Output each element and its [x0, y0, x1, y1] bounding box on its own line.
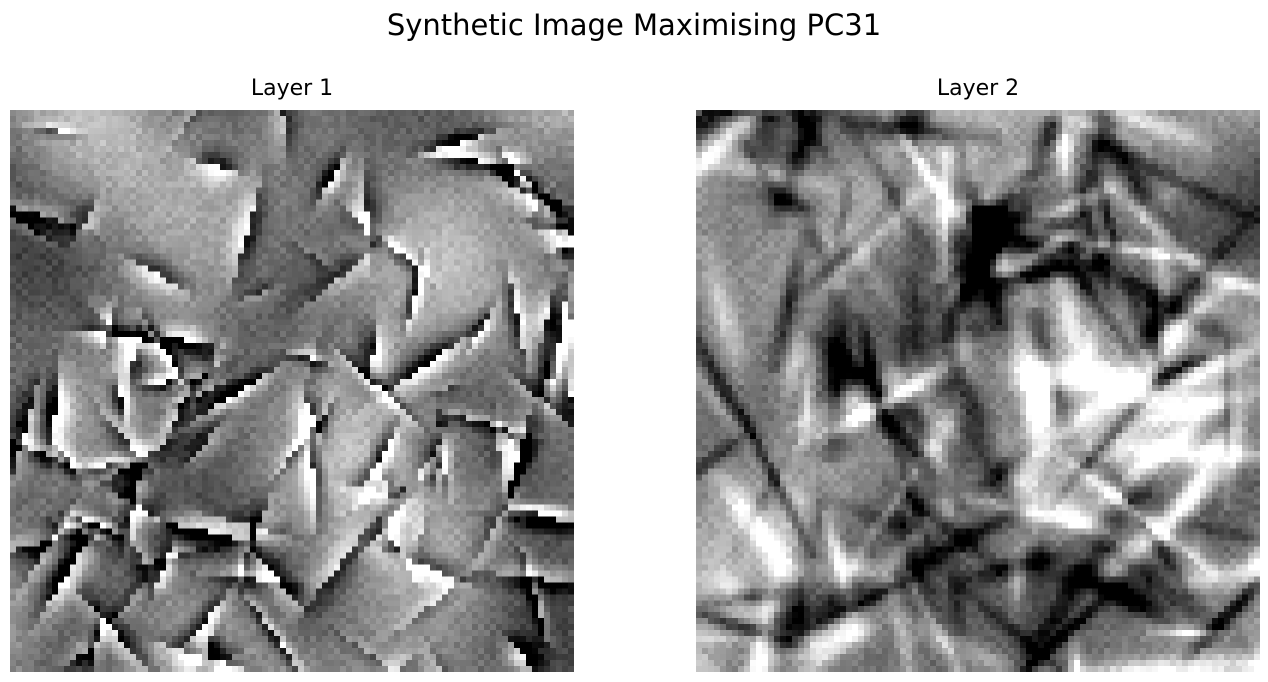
layer-2-title: Layer 2 [936, 76, 1020, 101]
layer-1-synthetic-image [10, 110, 574, 672]
layer-2-image-frame [696, 110, 1260, 672]
layer-1-title: Layer 1 [250, 76, 334, 101]
layer-1-image-frame [10, 110, 574, 672]
layer-2-synthetic-image [696, 110, 1260, 672]
layer-1-panel: Layer 1 [10, 74, 574, 672]
layer-2-panel: Layer 2 [696, 74, 1260, 672]
figure-title: Synthetic Image Maximising PC31 [386, 8, 882, 42]
